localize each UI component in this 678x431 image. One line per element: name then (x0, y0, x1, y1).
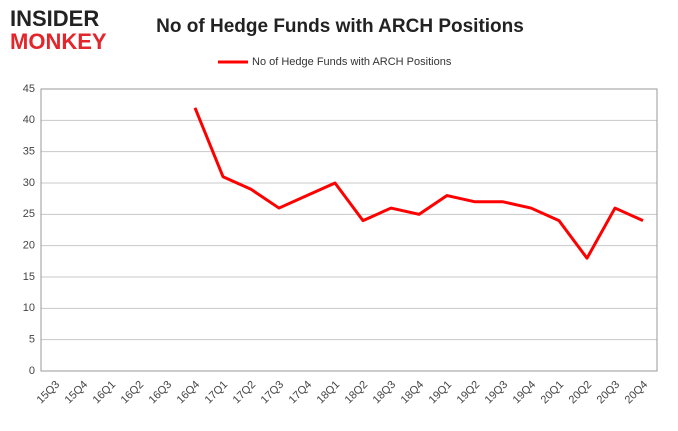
legend-label: No of Hedge Funds with ARCH Positions (252, 56, 452, 68)
logo-bottom: MONKEY (10, 29, 107, 54)
x-tick-label: 20Q3 (595, 379, 623, 407)
y-tick-label: 5 (29, 334, 35, 346)
x-tick-label: 15Q3 (35, 379, 63, 407)
x-tick-label: 18Q4 (399, 379, 427, 407)
y-tick-label: 45 (23, 83, 35, 95)
x-tick-label: 16Q3 (147, 379, 175, 407)
x-tick-label: 16Q2 (119, 379, 147, 407)
y-tick-label: 15 (23, 271, 35, 283)
logo-top: INSIDER (10, 6, 99, 31)
x-tick-label: 20Q1 (539, 379, 567, 407)
x-tick-label: 19Q1 (427, 379, 455, 407)
plot-border (40, 88, 658, 372)
x-tick-label: 16Q4 (175, 379, 203, 407)
x-tick-label: 20Q2 (567, 379, 595, 407)
x-tick-label: 18Q3 (371, 379, 399, 407)
x-tick-label: 16Q1 (91, 379, 119, 407)
x-tick-label: 18Q1 (315, 379, 343, 407)
x-tick-label: 19Q3 (483, 379, 511, 407)
x-tick-label: 17Q2 (231, 379, 259, 407)
y-tick-label: 10 (23, 302, 35, 314)
y-tick-label: 30 (23, 177, 35, 189)
y-tick-label: 35 (23, 146, 35, 158)
data-line (193, 107, 644, 260)
chart-title: No of Hedge Funds with ARCH Positions (156, 16, 524, 37)
x-tick-label: 17Q1 (203, 379, 231, 407)
y-tick-label: 40 (23, 114, 35, 126)
x-tick-label: 20Q4 (623, 379, 651, 407)
x-tick-label: 19Q2 (455, 379, 483, 407)
x-tick-label: 19Q4 (511, 379, 539, 407)
y-tick-label: 20 (23, 240, 35, 252)
y-tick-label: 25 (23, 208, 35, 220)
x-tick-label: 15Q4 (63, 379, 91, 407)
x-tick-label: 17Q3 (259, 379, 287, 407)
x-tick-label: 18Q2 (343, 379, 371, 407)
y-tick-label: 0 (29, 365, 35, 377)
x-tick-label: 17Q4 (287, 379, 315, 407)
